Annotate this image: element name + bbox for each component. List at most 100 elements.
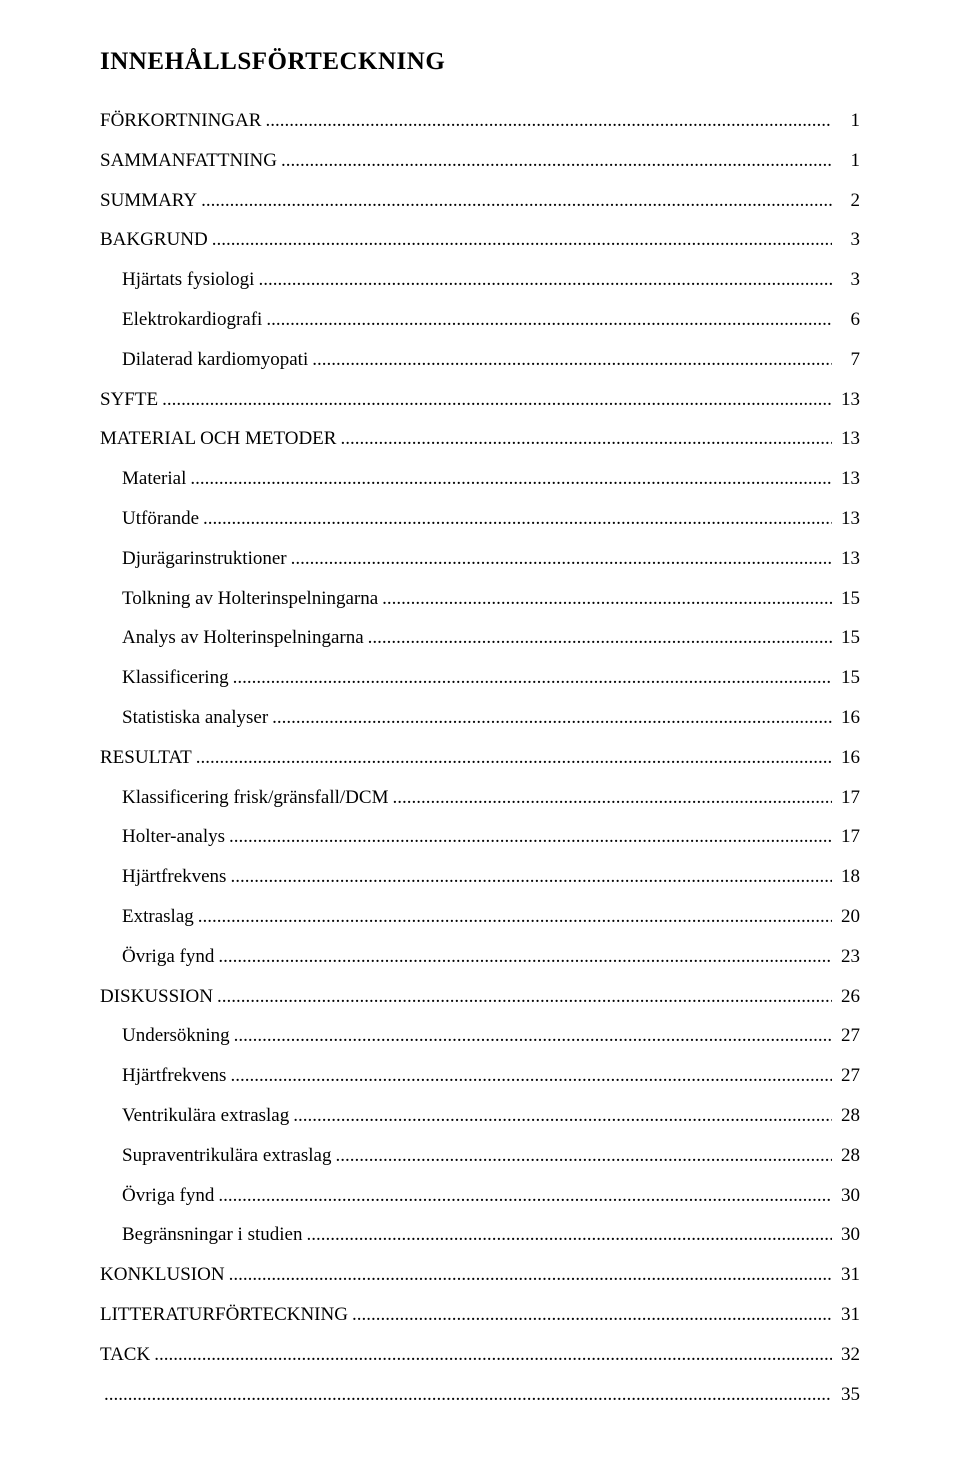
toc-entry-page: 28 [836,1145,860,1168]
toc-entry[interactable]: Statistiska analyser16 [100,707,860,730]
toc-entry-page: 13 [836,389,860,412]
toc-entry-page: 1 [836,110,860,133]
toc-entry-label: Material [100,468,186,491]
toc-entry-page: 28 [836,1105,860,1128]
toc-entry-label: FÖRKORTNINGAR [100,110,261,133]
toc-entry[interactable]: MATERIAL OCH METODER13 [100,428,860,451]
toc-leader-dots [162,389,832,412]
toc-leader-dots [229,1264,832,1287]
toc-entry[interactable]: Klassificering frisk/gränsfall/DCM17 [100,787,860,810]
toc-leader-dots [154,1344,832,1367]
toc-entry-page: 6 [836,309,860,332]
toc-entry-page: 15 [836,588,860,611]
toc-entry-label: Extraslag [100,906,194,929]
toc-leader-dots [203,508,832,531]
toc-entry-page: 17 [836,826,860,849]
toc-entry-label: Klassificering [100,667,229,690]
toc-leader-dots [382,588,832,611]
toc-entry[interactable]: TACK 32 [100,1344,860,1367]
toc-entry[interactable]: Tolkning av Holterinspelningarna15 [100,588,860,611]
toc-leader-dots [212,229,832,252]
toc-entry-page: 27 [836,1065,860,1088]
toc-entry[interactable]: Holter-analys 17 [100,826,860,849]
toc-leader-dots [234,1025,832,1048]
toc-entry[interactable]: Extraslag 20 [100,906,860,929]
toc-entry[interactable]: DISKUSSION26 [100,986,860,1009]
toc-entry-page: 32 [836,1344,860,1367]
toc-entry[interactable]: Klassificering 15 [100,667,860,690]
toc-entry-label: TACK [100,1344,150,1367]
toc-entry[interactable]: Ventrikulära extraslag 28 [100,1105,860,1128]
toc-entry-label: Dilaterad kardiomyopati [100,349,308,372]
toc-entry[interactable]: Utförande13 [100,508,860,531]
toc-entry-label: DISKUSSION [100,986,213,1009]
toc-entry-page: 13 [836,428,860,451]
toc-entry-page: 30 [836,1224,860,1247]
toc-leader-dots [335,1145,832,1168]
toc-entry[interactable]: Dilaterad kardiomyopati 7 [100,349,860,372]
toc-leader-dots [196,747,832,770]
toc-leader-dots [293,1105,832,1128]
toc-leader-dots [198,906,832,929]
toc-entry[interactable]: Begränsningar i studien 30 [100,1224,860,1247]
toc-leader-dots [352,1304,832,1327]
toc-entry[interactable]: RESULTAT 16 [100,747,860,770]
toc-entry-page: 15 [836,667,860,690]
toc-entry-label: KONKLUSION [100,1264,225,1287]
page: INNEHÅLLSFÖRTECKNING FÖRKORTNINGAR1SAMMA… [0,0,960,1483]
toc-leader-dots [218,946,832,969]
toc-entry-label: Hjärtfrekvens [100,866,226,889]
toc-entry[interactable]: Material13 [100,468,860,491]
toc-entry[interactable]: Supraventrikulära extraslag 28 [100,1145,860,1168]
toc-entry-label: Undersökning [100,1025,230,1048]
toc-entry-page: 20 [836,906,860,929]
toc-entry[interactable]: Hjärtats fysiologi 3 [100,269,860,292]
toc-entry[interactable]: Övriga fynd30 [100,1185,860,1208]
toc-entry[interactable]: KONKLUSION31 [100,1264,860,1287]
toc-entry-label: SAMMANFATTNING [100,150,277,173]
toc-entry-page: 15 [836,627,860,650]
toc-entry-label: BAKGRUND [100,229,208,252]
toc-leader-dots [230,1065,832,1088]
toc-entry[interactable]: 35 [100,1384,860,1407]
toc-leader-dots [190,468,832,491]
toc-leader-dots [291,548,832,571]
toc-entry-page: 13 [836,508,860,531]
toc-entry-label: RESULTAT [100,747,192,770]
toc-entry-page: 35 [836,1384,860,1407]
toc-entry[interactable]: SAMMANFATTNING1 [100,150,860,173]
toc-entry-label: Djurägarinstruktioner [100,548,287,571]
toc-entry-label: Holter-analys [100,826,225,849]
toc-entry[interactable]: Hjärtfrekvens 27 [100,1065,860,1088]
toc-entry[interactable]: Övriga fynd23 [100,946,860,969]
table-of-contents: FÖRKORTNINGAR 1 SAMMANFATTNING1 SUMMARY2 BAK… [100,110,860,1406]
toc-entry-label: SUMMARY [100,190,197,213]
toc-entry-page: 16 [836,747,860,770]
toc-entry-page: 17 [836,787,860,810]
toc-leader-dots [392,787,832,810]
toc-entry[interactable]: FÖRKORTNINGAR 1 [100,110,860,133]
toc-entry[interactable]: Elektrokardiografi6 [100,309,860,332]
toc-entry-label: Hjärtfrekvens [100,1065,226,1088]
toc-entry[interactable]: BAKGRUND3 [100,229,860,252]
toc-entry-label: Supraventrikulära extraslag [100,1145,331,1168]
toc-entry-page: 3 [836,269,860,292]
toc-entry-label: Begränsningar i studien [100,1224,302,1247]
toc-entry-label: Ventrikulära extraslag [100,1105,289,1128]
toc-entry[interactable]: LITTERATURFÖRTECKNING31 [100,1304,860,1327]
toc-entry[interactable]: SUMMARY2 [100,190,860,213]
toc-leader-dots [258,269,832,292]
toc-entry[interactable]: Hjärtfrekvens18 [100,866,860,889]
toc-entry-page: 23 [836,946,860,969]
toc-leader-dots [306,1224,832,1247]
toc-entry[interactable]: Analys av Holterinspelningarna15 [100,627,860,650]
toc-leader-dots [104,1384,832,1407]
toc-leader-dots [201,190,832,213]
toc-entry-page: 30 [836,1185,860,1208]
toc-entry-label: Hjärtats fysiologi [100,269,254,292]
toc-entry[interactable]: Djurägarinstruktioner13 [100,548,860,571]
toc-entry[interactable]: SYFTE13 [100,389,860,412]
toc-entry-page: 27 [836,1025,860,1048]
toc-entry-page: 7 [836,349,860,372]
toc-entry[interactable]: Undersökning 27 [100,1025,860,1048]
